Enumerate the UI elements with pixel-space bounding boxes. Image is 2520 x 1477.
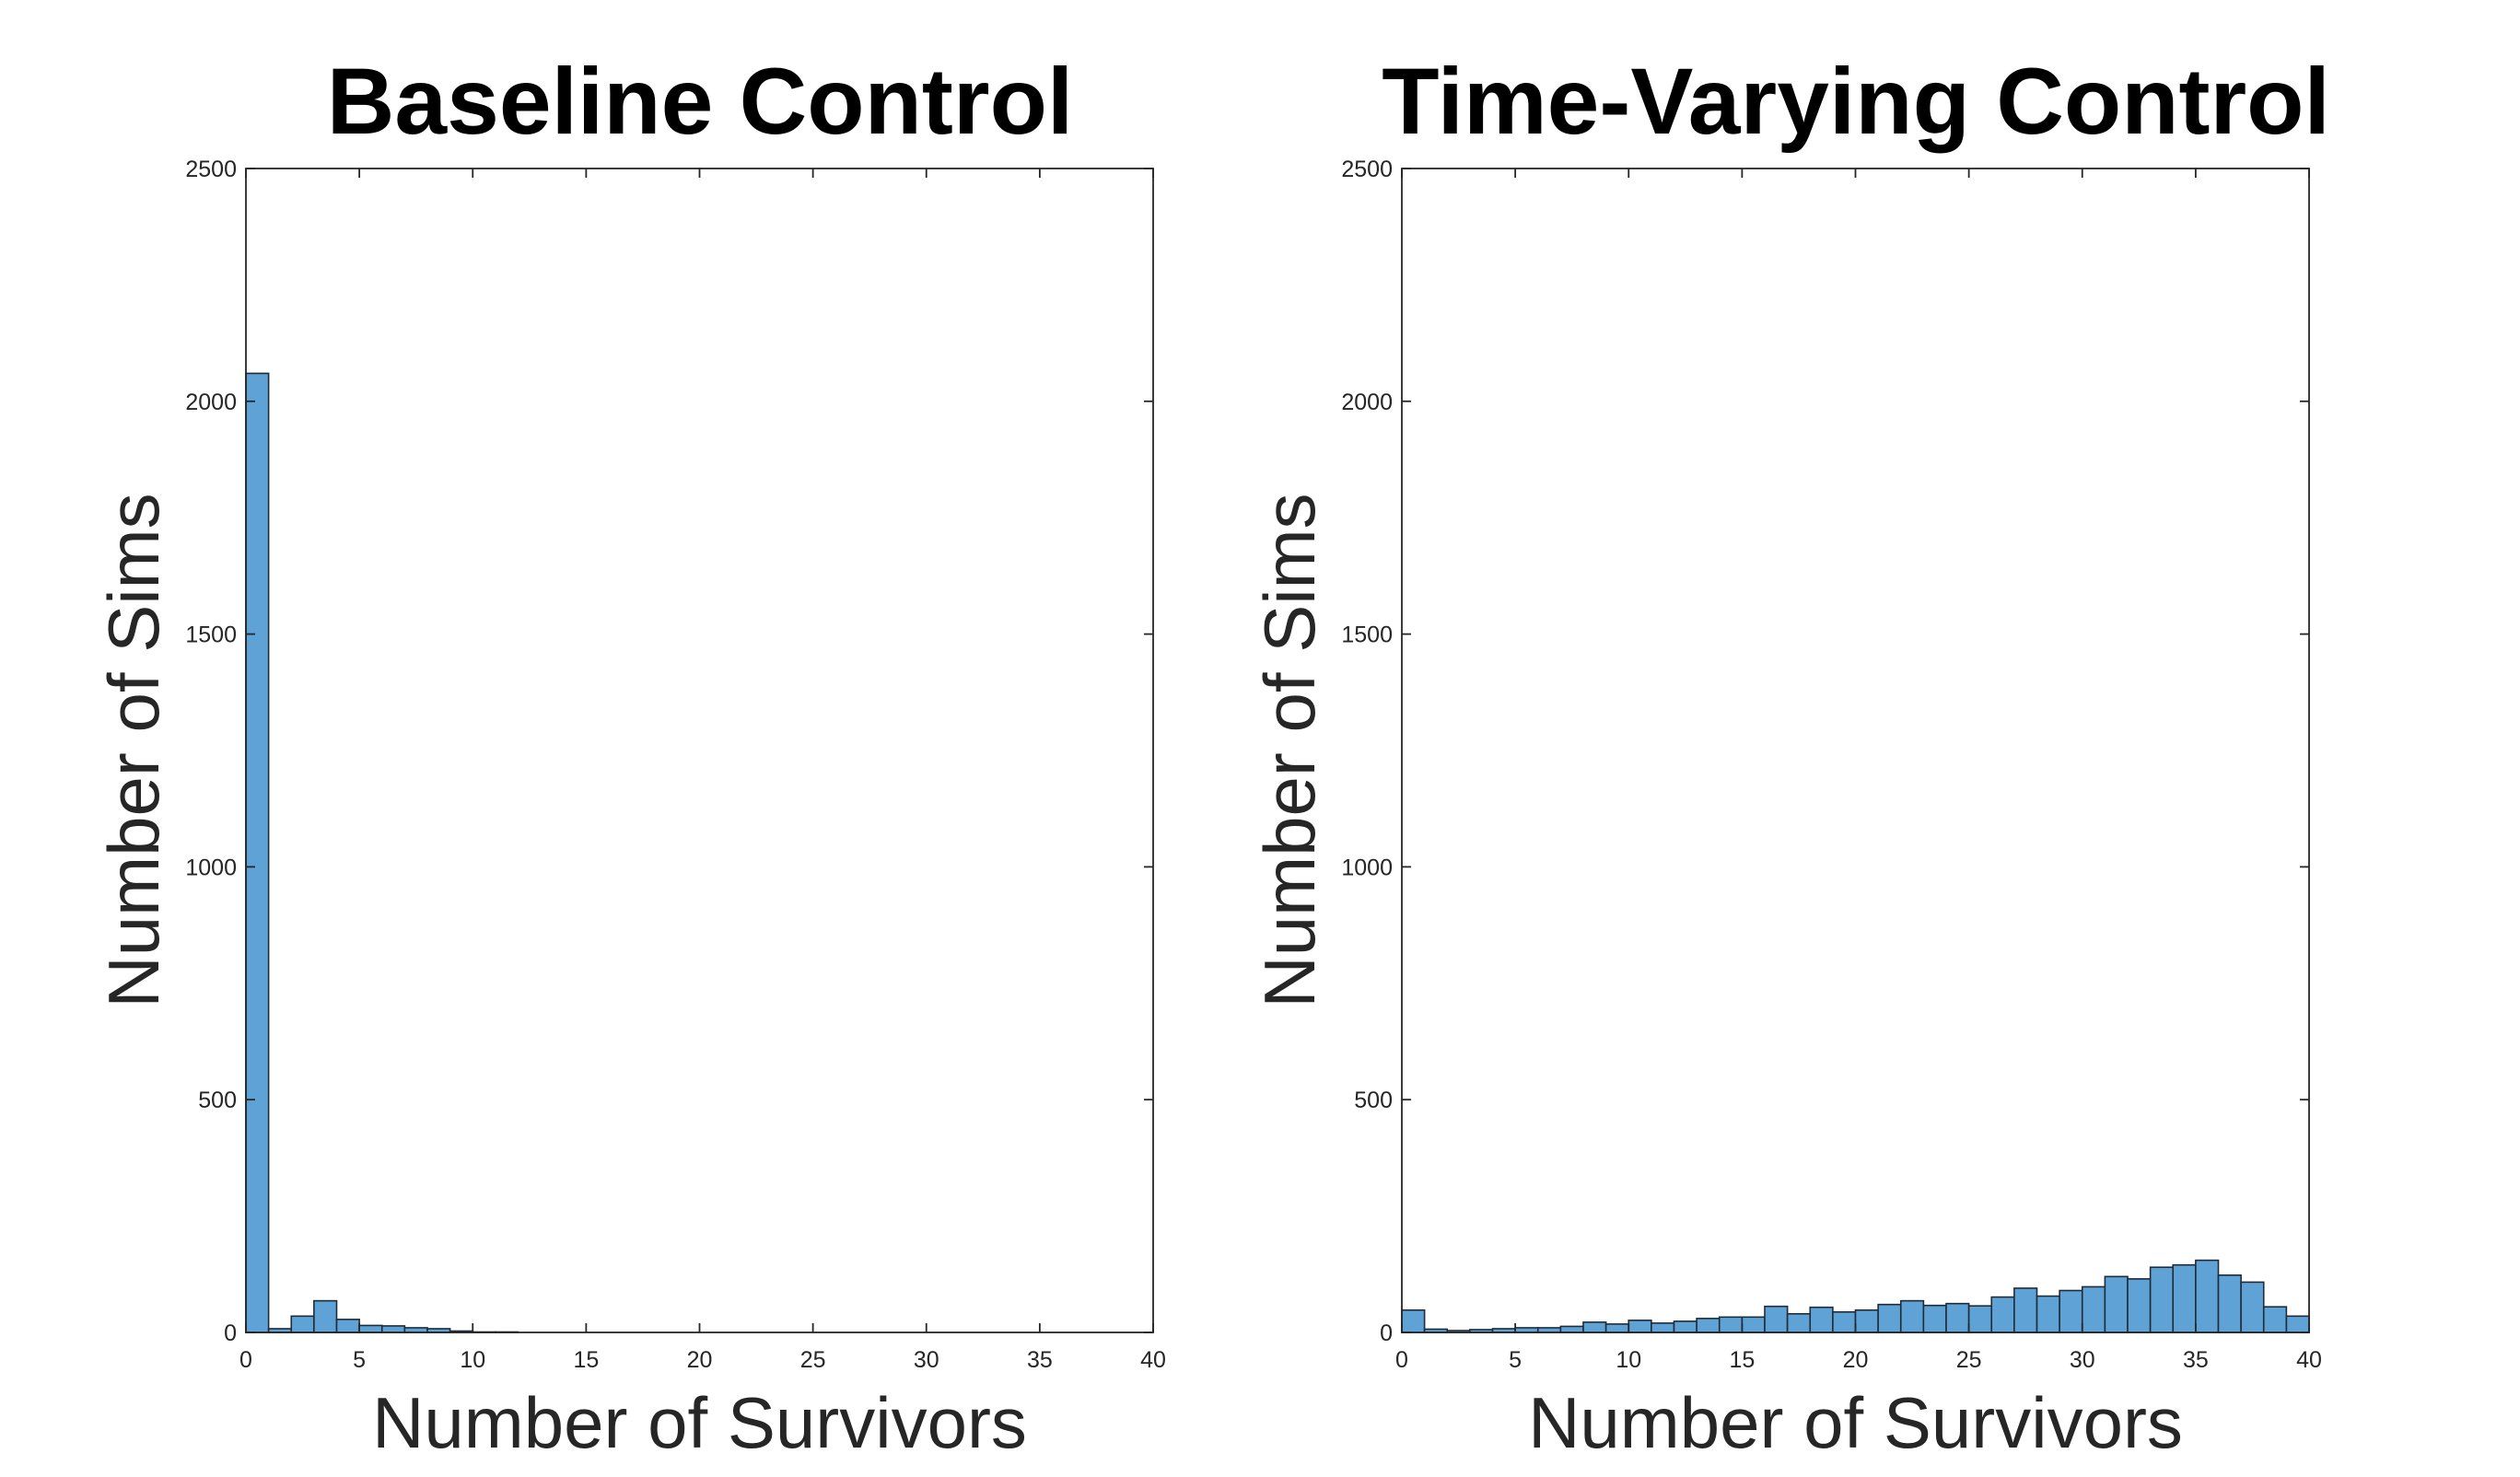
x-axis-label: Number of Survivors xyxy=(372,1382,1027,1463)
histogram-bar xyxy=(1559,1325,1584,1333)
x-tick-label: 20 xyxy=(1843,1347,1869,1373)
histogram-bar xyxy=(2104,1275,2129,1333)
y-tick-label: 500 xyxy=(198,1087,237,1113)
histogram-bar xyxy=(2059,1289,2083,1333)
histogram-bar xyxy=(1786,1312,1812,1333)
x-tick-label: 40 xyxy=(2296,1347,2322,1373)
chart-baseline-control: Baseline Control 0 5 10 15 20 25 30 35 40 0 500 1000… xyxy=(93,49,1166,1463)
y-tick-label: 2500 xyxy=(185,157,237,182)
y-tick-label: 1500 xyxy=(1341,622,1393,648)
histogram-bar xyxy=(2081,1285,2106,1333)
histogram-bar xyxy=(1582,1321,1607,1333)
x-tick-label: 10 xyxy=(1616,1347,1641,1373)
y-axis-label: Number of Sims xyxy=(1249,493,1330,1007)
y-tick-label: 2000 xyxy=(185,390,237,415)
y-tick-label: 2500 xyxy=(1341,157,1393,182)
y-tick-label: 500 xyxy=(1354,1087,1393,1113)
histogram-bar xyxy=(2172,1263,2197,1333)
axes-frame xyxy=(245,168,1154,1333)
histogram-bar xyxy=(290,1315,315,1333)
histogram-bar xyxy=(1877,1303,1902,1333)
histogram-bar xyxy=(2149,1266,2175,1333)
x-tick-label: 30 xyxy=(914,1347,939,1373)
histogram-bar xyxy=(2240,1281,2265,1333)
histogram-bar xyxy=(1809,1306,1834,1333)
histogram-bar xyxy=(2013,1287,2038,1333)
histogram-bar xyxy=(1922,1304,1947,1333)
x-tick-label: 30 xyxy=(2070,1347,2095,1373)
x-tick-label: 20 xyxy=(687,1347,713,1373)
y-axis-label: Number of Sims xyxy=(93,493,174,1007)
histogram-bar xyxy=(1401,1308,1426,1333)
histogram-bar xyxy=(2036,1295,2060,1333)
chart-time-varying-control: Time-Varying Control 0 5 10 15 20 25 30 35 40 0 500… xyxy=(1249,49,2330,1463)
y-tick-label: 1500 xyxy=(185,622,237,648)
histogram-bar xyxy=(2127,1278,2152,1333)
histogram-bar xyxy=(245,372,270,1333)
histogram-bar xyxy=(335,1319,360,1333)
histogram-bar xyxy=(1899,1299,1925,1333)
x-tick-label: 0 xyxy=(239,1347,252,1373)
histogram-bar xyxy=(380,1325,406,1333)
histogram-bar xyxy=(1741,1316,1766,1333)
histogram-bar xyxy=(1967,1305,1993,1333)
x-tick-label: 5 xyxy=(1509,1347,1522,1373)
x-tick-label: 15 xyxy=(573,1347,599,1373)
histogram-bar xyxy=(358,1324,383,1333)
histogram-bar xyxy=(2195,1259,2220,1333)
histogram-bar xyxy=(313,1299,338,1333)
x-tick-label: 5 xyxy=(353,1347,366,1373)
histogram-bar xyxy=(1764,1305,1789,1333)
histogram-bar xyxy=(1673,1320,1698,1333)
chart-title: Baseline Control xyxy=(327,49,1073,154)
x-tick-label: 25 xyxy=(1956,1347,1982,1373)
y-tick-label: 0 xyxy=(224,1320,237,1346)
histogram-bar xyxy=(1604,1323,1630,1333)
y-tick-label: 1000 xyxy=(185,855,237,880)
histogram-bar xyxy=(1945,1302,1970,1333)
x-tick-label: 10 xyxy=(460,1347,485,1373)
histogram-bar xyxy=(1718,1316,1744,1333)
axes-frame xyxy=(1401,168,2310,1333)
y-tick-label: 0 xyxy=(1380,1320,1393,1346)
histogram-bar xyxy=(1990,1296,2015,1333)
histogram-bar xyxy=(1628,1320,1652,1333)
x-tick-label: 35 xyxy=(2183,1347,2209,1373)
chart-title: Time-Varying Control xyxy=(1382,49,2330,154)
histogram-bar xyxy=(1832,1310,1857,1333)
histogram-bar xyxy=(2217,1274,2242,1333)
x-axis-label: Number of Survivors xyxy=(1528,1382,2183,1463)
x-tick-label: 25 xyxy=(800,1347,826,1373)
x-tick-label: 35 xyxy=(1027,1347,1053,1373)
histogram-bar xyxy=(1696,1318,1721,1333)
histogram-bar xyxy=(1651,1322,1675,1333)
x-tick-label: 15 xyxy=(1729,1347,1755,1373)
x-tick-label: 40 xyxy=(1140,1347,1166,1373)
histogram-bar xyxy=(2262,1306,2288,1333)
histogram-bar xyxy=(1854,1308,1879,1333)
histogram-bar xyxy=(2285,1315,2310,1333)
y-tick-label: 1000 xyxy=(1341,855,1393,880)
x-tick-label: 0 xyxy=(1395,1347,1408,1373)
y-tick-label: 2000 xyxy=(1341,390,1393,415)
